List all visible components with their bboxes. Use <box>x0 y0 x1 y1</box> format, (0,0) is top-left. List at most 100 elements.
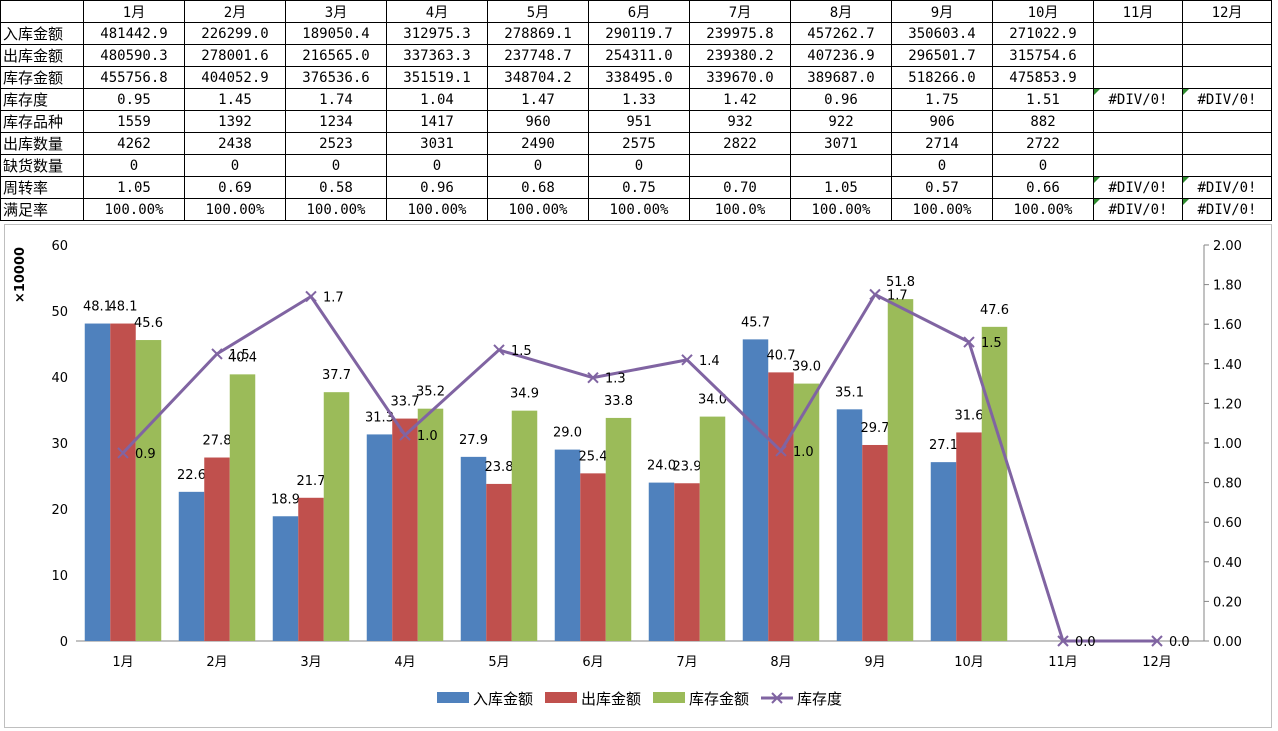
data-cell[interactable]: 0 <box>184 154 286 177</box>
data-cell[interactable]: 100.00% <box>184 198 286 221</box>
data-cell[interactable]: 922 <box>790 110 892 133</box>
month-header-cell[interactable]: 9月 <box>891 0 993 23</box>
month-header-cell[interactable]: 7月 <box>689 0 791 23</box>
data-cell[interactable]: 2575 <box>588 132 690 155</box>
data-cell[interactable]: 339670.0 <box>689 66 791 89</box>
data-cell[interactable]: 389687.0 <box>790 66 892 89</box>
data-cell[interactable]: #DIV/0! <box>1093 198 1183 221</box>
month-header-cell[interactable]: 5月 <box>487 0 589 23</box>
data-cell[interactable]: 404052.9 <box>184 66 286 89</box>
row-label-cell[interactable]: 周转率 <box>0 176 84 199</box>
month-header-cell[interactable]: 3月 <box>285 0 387 23</box>
data-cell[interactable]: 100.00% <box>487 198 589 221</box>
data-cell[interactable]: 237748.7 <box>487 44 589 67</box>
data-cell[interactable]: 100.00% <box>285 198 387 221</box>
data-cell[interactable]: 1.33 <box>588 88 690 111</box>
row-label-cell[interactable]: 满足率 <box>0 198 84 221</box>
data-cell[interactable]: 475853.9 <box>992 66 1094 89</box>
data-cell[interactable] <box>1093 22 1183 45</box>
data-cell[interactable] <box>1182 66 1272 89</box>
row-label-cell[interactable]: 入库金额 <box>0 22 84 45</box>
data-cell[interactable]: 1.45 <box>184 88 286 111</box>
row-label-cell[interactable]: 出库金额 <box>0 44 84 67</box>
data-cell[interactable]: 312975.3 <box>386 22 488 45</box>
data-cell[interactable]: 226299.0 <box>184 22 286 45</box>
data-cell[interactable]: 1.47 <box>487 88 589 111</box>
month-header-cell[interactable]: 12月 <box>1182 0 1272 23</box>
data-cell[interactable]: 1234 <box>285 110 387 133</box>
data-cell[interactable]: #DIV/0! <box>1182 176 1272 199</box>
data-cell[interactable]: 3071 <box>790 132 892 155</box>
data-cell[interactable]: 2714 <box>891 132 993 155</box>
month-header-cell[interactable]: 1月 <box>83 0 185 23</box>
data-cell[interactable]: 278869.1 <box>487 22 589 45</box>
data-cell[interactable]: 0.95 <box>83 88 185 111</box>
data-cell[interactable]: 254311.0 <box>588 44 690 67</box>
data-cell[interactable]: 960 <box>487 110 589 133</box>
data-cell[interactable]: 1.05 <box>83 176 185 199</box>
data-cell[interactable]: 0.66 <box>992 176 1094 199</box>
data-cell[interactable]: 0.57 <box>891 176 993 199</box>
corner-cell[interactable] <box>0 0 84 23</box>
data-cell[interactable]: 0 <box>285 154 387 177</box>
data-cell[interactable]: 0.69 <box>184 176 286 199</box>
data-cell[interactable]: 2438 <box>184 132 286 155</box>
row-label-cell[interactable]: 出库数量 <box>0 132 84 155</box>
data-cell[interactable]: 100.00% <box>83 198 185 221</box>
data-cell[interactable]: 0 <box>386 154 488 177</box>
data-cell[interactable]: 407236.9 <box>790 44 892 67</box>
data-cell[interactable]: 882 <box>992 110 1094 133</box>
data-cell[interactable]: 0.68 <box>487 176 589 199</box>
data-cell[interactable]: 100.00% <box>386 198 488 221</box>
data-cell[interactable] <box>1093 66 1183 89</box>
data-cell[interactable]: 100.00% <box>588 198 690 221</box>
month-header-cell[interactable]: 2月 <box>184 0 286 23</box>
row-label-cell[interactable]: 缺货数量 <box>0 154 84 177</box>
data-cell[interactable]: 350603.4 <box>891 22 993 45</box>
data-cell[interactable]: 0 <box>487 154 589 177</box>
data-cell[interactable] <box>689 154 791 177</box>
data-cell[interactable]: 951 <box>588 110 690 133</box>
data-cell[interactable]: 1.75 <box>891 88 993 111</box>
data-cell[interactable]: 457262.7 <box>790 22 892 45</box>
data-cell[interactable]: 290119.7 <box>588 22 690 45</box>
data-cell[interactable]: 315754.6 <box>992 44 1094 67</box>
data-cell[interactable]: 0 <box>891 154 993 177</box>
data-cell[interactable]: 338495.0 <box>588 66 690 89</box>
data-cell[interactable]: 2822 <box>689 132 791 155</box>
data-cell[interactable]: 376536.6 <box>285 66 387 89</box>
data-cell[interactable]: 296501.7 <box>891 44 993 67</box>
month-header-cell[interactable]: 8月 <box>790 0 892 23</box>
data-cell[interactable] <box>1182 22 1272 45</box>
data-cell[interactable]: 189050.4 <box>285 22 387 45</box>
data-cell[interactable]: 0.58 <box>285 176 387 199</box>
month-header-cell[interactable]: 6月 <box>588 0 690 23</box>
data-cell[interactable]: 1392 <box>184 110 286 133</box>
data-cell[interactable]: #DIV/0! <box>1093 176 1183 199</box>
data-cell[interactable]: 481442.9 <box>83 22 185 45</box>
data-cell[interactable]: 3031 <box>386 132 488 155</box>
data-cell[interactable]: 0.70 <box>689 176 791 199</box>
data-cell[interactable] <box>1093 44 1183 67</box>
data-cell[interactable]: 351519.1 <box>386 66 488 89</box>
data-cell[interactable]: 278001.6 <box>184 44 286 67</box>
data-cell[interactable]: 1.05 <box>790 176 892 199</box>
data-cell[interactable] <box>1182 110 1272 133</box>
month-header-cell[interactable]: 10月 <box>992 0 1094 23</box>
data-cell[interactable]: 518266.0 <box>891 66 993 89</box>
data-cell[interactable]: 348704.2 <box>487 66 589 89</box>
data-cell[interactable] <box>1182 154 1272 177</box>
row-label-cell[interactable]: 库存度 <box>0 88 84 111</box>
data-cell[interactable]: #DIV/0! <box>1093 88 1183 111</box>
month-header-cell[interactable]: 11月 <box>1093 0 1183 23</box>
month-header-cell[interactable]: 4月 <box>386 0 488 23</box>
data-cell[interactable]: 1.74 <box>285 88 387 111</box>
row-label-cell[interactable]: 库存金额 <box>0 66 84 89</box>
data-cell[interactable]: 0 <box>83 154 185 177</box>
data-cell[interactable]: 337363.3 <box>386 44 488 67</box>
data-cell[interactable]: 2523 <box>285 132 387 155</box>
data-cell[interactable]: #DIV/0! <box>1182 198 1272 221</box>
data-cell[interactable]: 216565.0 <box>285 44 387 67</box>
data-cell[interactable]: 906 <box>891 110 993 133</box>
data-cell[interactable]: 239380.2 <box>689 44 791 67</box>
